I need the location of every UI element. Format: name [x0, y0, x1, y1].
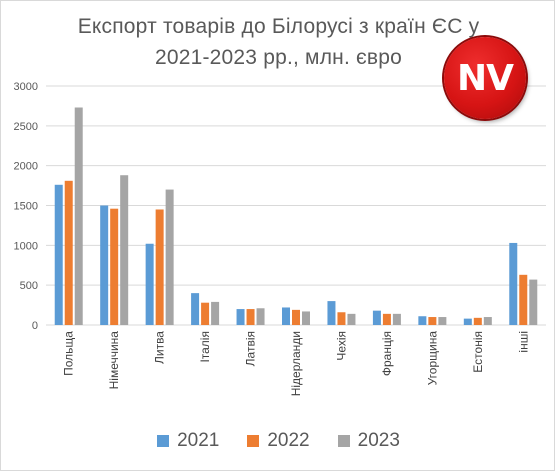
- bar-2021-1: [54, 184, 63, 325]
- bar-2023-10: [483, 317, 492, 325]
- x-category-label-3: Литва: [153, 331, 167, 364]
- x-category-label-6: Нідерланди: [289, 331, 303, 396]
- legend-item-2022: 2022: [247, 430, 310, 452]
- legend-swatch-2021: [157, 435, 170, 447]
- legend-label-2023: 2023: [357, 430, 400, 451]
- bar-2023-4: [211, 301, 220, 325]
- chart-title: Експорт товарів до Білорусі з країн ЄС у…: [1, 11, 555, 73]
- bar-2022-4: [201, 302, 210, 325]
- bar-2022-1: [64, 180, 73, 325]
- bar-2021-2: [100, 205, 109, 325]
- bar-2022-10: [473, 317, 482, 325]
- x-category-label-1: Польща: [62, 331, 76, 376]
- bar-2021-11: [509, 242, 518, 325]
- bar-2023-3: [165, 189, 174, 325]
- legend-swatch-2022: [247, 435, 260, 447]
- bar-2022-2: [110, 208, 119, 325]
- bar-2022-3: [155, 209, 164, 325]
- y-tick-label-3000: 3000: [14, 81, 38, 93]
- x-category-label-8: Франція: [380, 331, 394, 376]
- bar-2022-11: [519, 274, 528, 325]
- y-tick-label-1500: 1500: [14, 201, 38, 213]
- bar-2022-7: [337, 312, 346, 325]
- bar-2021-9: [418, 316, 427, 325]
- x-category-label-5: Латвія: [244, 331, 258, 366]
- bar-2023-2: [120, 175, 129, 325]
- legend-item-2023: 2023: [337, 430, 400, 452]
- chart-title-line-2: 2021-2023 рр., млн. євро: [154, 46, 403, 69]
- bar-2021-6: [282, 307, 290, 325]
- bar-2022-5: [246, 309, 255, 325]
- x-category-label-10: Естонія: [471, 331, 485, 373]
- chart-legend: 2021 2022 2023: [1, 430, 555, 452]
- bar-2021-3: [145, 243, 154, 325]
- bar-2021-4: [191, 293, 200, 325]
- y-tick-label-500: 500: [20, 280, 38, 292]
- x-category-label-9: Угорщина: [425, 331, 439, 386]
- bar-2023-1: [74, 107, 83, 325]
- bar-2022-6: [292, 309, 300, 325]
- bar-2022-8: [382, 313, 391, 325]
- x-category-label-7: Чехія: [334, 331, 348, 361]
- x-category-label-11: інші: [516, 331, 530, 353]
- legend-label-2021: 2021: [177, 430, 220, 451]
- bar-2023-5: [256, 308, 265, 325]
- bar-2021-5: [236, 309, 245, 325]
- legend-swatch-2023: [337, 435, 350, 447]
- bar-2023-9: [438, 317, 447, 325]
- nv-logo-text: NV: [457, 57, 514, 99]
- bar-2022-9: [428, 317, 437, 325]
- bar-2021-7: [327, 301, 336, 325]
- x-category-label-2: Німеччина: [107, 331, 121, 390]
- bar-2023-11: [529, 279, 538, 325]
- bar-2023-7: [347, 313, 356, 325]
- legend-label-2022: 2022: [267, 430, 310, 451]
- bar-2023-6: [302, 311, 310, 325]
- bar-2021-8: [372, 310, 381, 325]
- y-tick-label-1000: 1000: [14, 240, 38, 252]
- bar-2023-8: [392, 313, 401, 325]
- nv-logo-badge: NV: [444, 37, 526, 119]
- x-category-label-4: Італія: [198, 331, 212, 363]
- legend-item-2021: 2021: [157, 430, 219, 452]
- y-tick-label-2000: 2000: [14, 161, 38, 173]
- chart-title-line-1: Експорт товарів до Білорусі з країн ЄС у: [77, 15, 480, 38]
- bar-2021-10: [463, 318, 472, 325]
- y-tick-label-0: 0: [32, 320, 38, 332]
- y-tick-label-2500: 2500: [14, 121, 38, 133]
